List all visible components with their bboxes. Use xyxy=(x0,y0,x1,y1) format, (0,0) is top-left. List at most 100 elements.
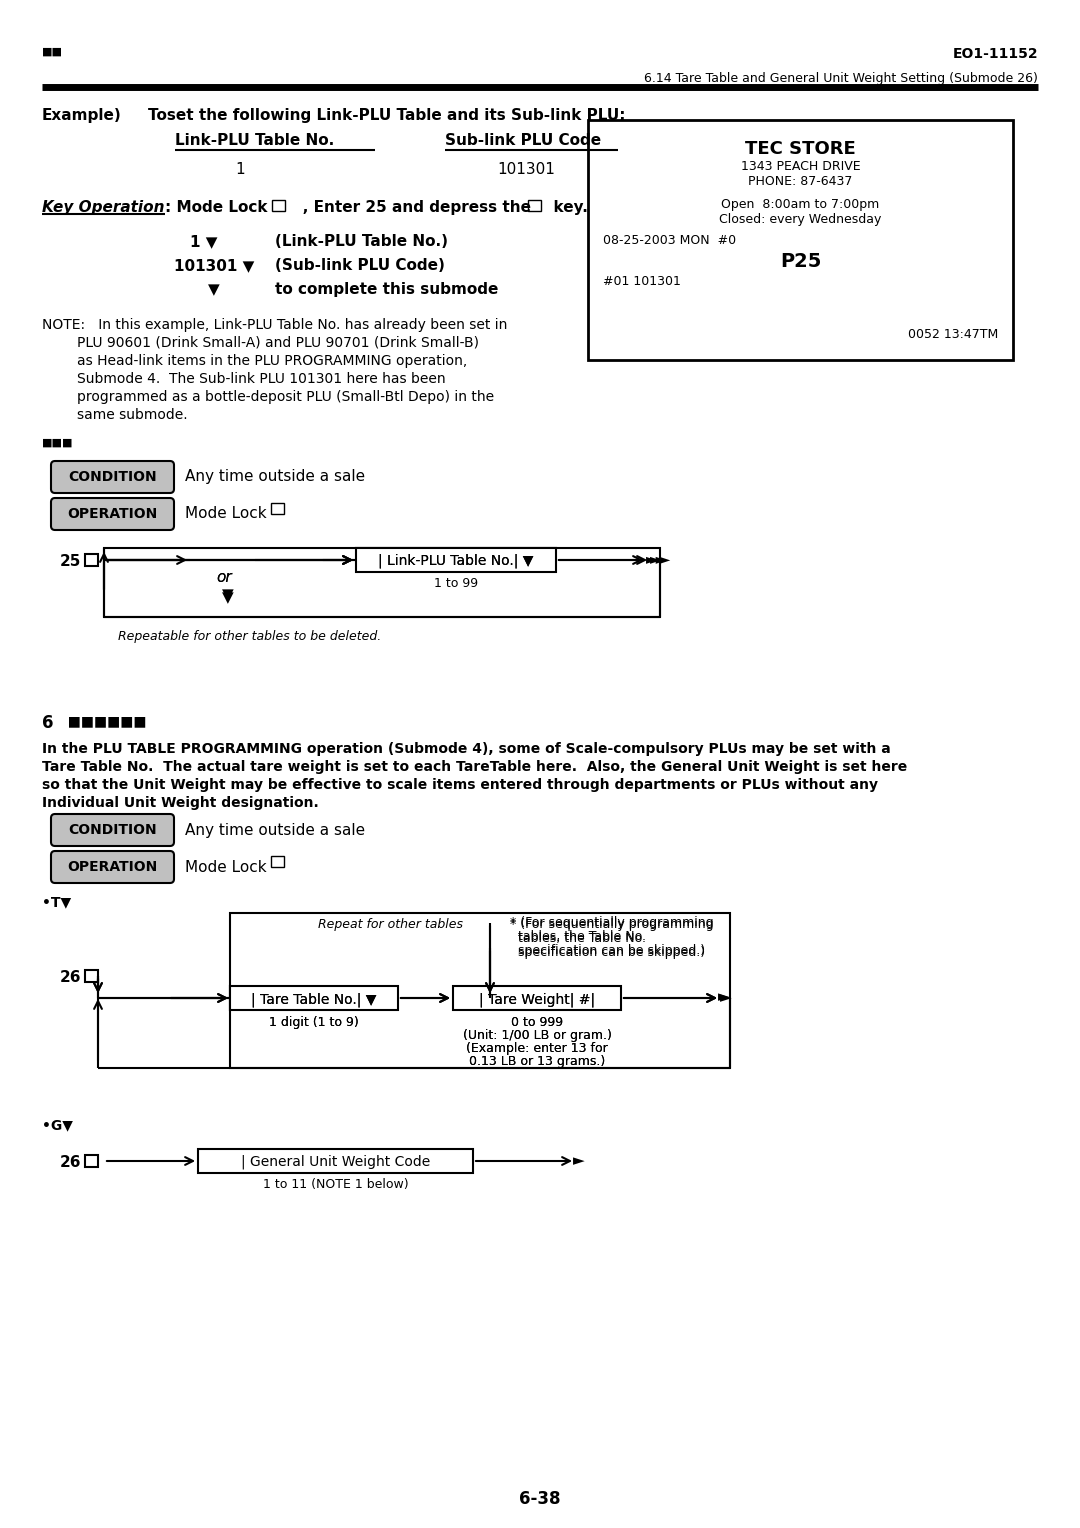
Text: 1 ▼: 1 ▼ xyxy=(190,234,217,249)
Text: ■■■: ■■■ xyxy=(42,439,73,448)
Text: ►►: ►► xyxy=(650,552,672,565)
Text: TEC STORE: TEC STORE xyxy=(745,141,855,157)
Text: 25: 25 xyxy=(60,555,81,568)
Text: 101301 ▼: 101301 ▼ xyxy=(174,258,255,274)
Text: Link-PLU Table No.: Link-PLU Table No. xyxy=(175,133,334,148)
Text: CONDITION: CONDITION xyxy=(68,471,157,484)
Bar xyxy=(588,121,1013,361)
Bar xyxy=(453,986,621,1010)
Text: Submode 4.  The Sub-link PLU 101301 here has been: Submode 4. The Sub-link PLU 101301 here … xyxy=(42,371,446,387)
Text: , Enter 25 and depress the: , Enter 25 and depress the xyxy=(287,200,531,215)
Text: 08-25-2003 MON  #0: 08-25-2003 MON #0 xyxy=(603,234,737,248)
Text: PLU 90601 (Drink Small-A) and PLU 90701 (Drink Small-B): PLU 90601 (Drink Small-A) and PLU 90701 … xyxy=(42,336,480,350)
Text: ▼: ▼ xyxy=(222,587,233,602)
Text: specification can be skipped.): specification can be skipped.) xyxy=(510,946,705,960)
Text: In the PLU TABLE PROGRAMMING operation (Submode 4), some of Scale-compulsory PLU: In the PLU TABLE PROGRAMMING operation (… xyxy=(42,743,891,756)
Text: (Unit: 1/00 LB or gram.): (Unit: 1/00 LB or gram.) xyxy=(462,1028,611,1042)
Text: (Example: enter 13 for: (Example: enter 13 for xyxy=(467,1042,608,1054)
Text: Individual Unit Weight designation.: Individual Unit Weight designation. xyxy=(42,796,319,810)
Text: (Link-PLU Table No.): (Link-PLU Table No.) xyxy=(275,234,448,249)
Text: ►: ► xyxy=(718,989,730,1004)
Text: ►►: ►► xyxy=(646,552,667,565)
Text: | Link-PLU Table No.| ▼: | Link-PLU Table No.| ▼ xyxy=(378,553,534,568)
Text: 1 to 11 (NOTE 1 below): 1 to 11 (NOTE 1 below) xyxy=(262,1178,408,1190)
Text: Open  8:00am to 7:00pm: Open 8:00am to 7:00pm xyxy=(721,199,879,211)
Text: same submode.: same submode. xyxy=(42,408,188,422)
Text: | Tare Weight| #|: | Tare Weight| #| xyxy=(478,993,595,1007)
Text: 0052 13:47TM: 0052 13:47TM xyxy=(908,329,998,341)
Bar xyxy=(356,549,556,571)
Text: | Tare Weight| #|: | Tare Weight| #| xyxy=(478,993,595,1007)
Text: 101301: 101301 xyxy=(497,162,555,177)
Text: or: or xyxy=(216,570,231,585)
Text: Mode Lock: Mode Lock xyxy=(185,506,267,521)
Text: : Mode Lock: : Mode Lock xyxy=(165,200,268,215)
Text: •G▼: •G▼ xyxy=(42,1118,72,1132)
Text: ►: ► xyxy=(720,990,732,1005)
Text: tables, the Table No.: tables, the Table No. xyxy=(510,932,646,944)
FancyBboxPatch shape xyxy=(51,498,174,530)
Bar xyxy=(271,503,284,513)
Bar xyxy=(453,986,621,1010)
Text: | Tare Table No.| ▼: | Tare Table No.| ▼ xyxy=(252,993,377,1007)
Text: specification can be skipped.): specification can be skipped.) xyxy=(510,944,705,957)
Text: Example): Example) xyxy=(42,108,122,122)
Text: 6-38: 6-38 xyxy=(519,1490,561,1508)
Text: | Tare Table No.| ▼: | Tare Table No.| ▼ xyxy=(252,993,377,1007)
Text: OPERATION: OPERATION xyxy=(67,507,158,521)
Text: 26: 26 xyxy=(60,1155,81,1170)
Text: 1 to 99: 1 to 99 xyxy=(434,578,478,590)
Text: Mode Lock: Mode Lock xyxy=(185,859,267,874)
Text: 1: 1 xyxy=(235,162,245,177)
Text: (Unit: 1/00 LB or gram.): (Unit: 1/00 LB or gram.) xyxy=(462,1028,611,1042)
FancyBboxPatch shape xyxy=(51,814,174,847)
Text: CONDITION: CONDITION xyxy=(68,824,157,837)
Text: 0 to 999: 0 to 999 xyxy=(511,1016,563,1028)
Bar xyxy=(85,555,98,565)
Text: Sub-link PLU Code: Sub-link PLU Code xyxy=(445,133,602,148)
Bar xyxy=(272,200,285,211)
Bar xyxy=(85,1155,98,1167)
Bar xyxy=(85,970,98,983)
Text: Key Operation: Key Operation xyxy=(42,200,164,215)
Bar xyxy=(528,200,541,211)
Bar xyxy=(104,549,660,617)
Text: Repeatable for other tables to be deleted.: Repeatable for other tables to be delete… xyxy=(119,630,381,643)
Text: NOTE:   In this example, Link-PLU Table No. has already been set in: NOTE: In this example, Link-PLU Table No… xyxy=(42,318,508,332)
Text: * (For sequentially programming: * (For sequentially programming xyxy=(510,918,714,931)
Text: 0 to 999: 0 to 999 xyxy=(511,1016,563,1028)
Text: Any time outside a sale: Any time outside a sale xyxy=(185,469,365,484)
Text: Repeat for other tables: Repeat for other tables xyxy=(318,918,462,931)
Text: key.: key. xyxy=(543,200,588,215)
Text: 26: 26 xyxy=(60,970,81,986)
Bar xyxy=(230,986,399,1010)
Text: ▼: ▼ xyxy=(208,283,219,296)
Text: ▼: ▼ xyxy=(222,590,233,605)
Text: programmed as a bottle-deposit PLU (Small-Btl Depo) in the: programmed as a bottle-deposit PLU (Smal… xyxy=(42,390,495,403)
Text: | General Unit Weight Code: | General Unit Weight Code xyxy=(241,1155,430,1169)
Text: Any time outside a sale: Any time outside a sale xyxy=(185,822,365,837)
Text: 0.13 LB or 13 grams.): 0.13 LB or 13 grams.) xyxy=(469,1054,605,1068)
Text: OPERATION: OPERATION xyxy=(67,860,158,874)
Bar xyxy=(230,914,730,1068)
Text: (Sub-link PLU Code): (Sub-link PLU Code) xyxy=(275,258,445,274)
Text: | Link-PLU Table No.| ▼: | Link-PLU Table No.| ▼ xyxy=(378,553,534,568)
Text: 6: 6 xyxy=(42,714,54,732)
Text: P25: P25 xyxy=(780,252,821,270)
Text: #01 101301: #01 101301 xyxy=(603,275,680,287)
FancyBboxPatch shape xyxy=(51,461,174,494)
Bar xyxy=(230,986,399,1010)
Text: so that the Unit Weight may be effective to scale items entered through departme: so that the Unit Weight may be effective… xyxy=(42,778,878,792)
Text: Tare Table No.  The actual tare weight is set to each TareTable here.  Also, the: Tare Table No. The actual tare weight is… xyxy=(42,759,907,775)
Text: 1 digit (1 to 9): 1 digit (1 to 9) xyxy=(269,1016,359,1028)
Text: ■■: ■■ xyxy=(42,47,63,57)
Text: 1 digit (1 to 9): 1 digit (1 to 9) xyxy=(269,1016,359,1028)
Text: 1343 PEACH DRIVE: 1343 PEACH DRIVE xyxy=(741,160,861,173)
Text: EO1-11152: EO1-11152 xyxy=(953,47,1038,61)
Bar xyxy=(271,856,284,866)
Text: Closed: every Wednesday: Closed: every Wednesday xyxy=(719,212,881,226)
Text: ■■■■■■: ■■■■■■ xyxy=(58,714,147,727)
Text: (Example: enter 13 for: (Example: enter 13 for xyxy=(467,1042,608,1054)
Bar xyxy=(198,1149,473,1174)
Text: or: or xyxy=(216,570,231,585)
